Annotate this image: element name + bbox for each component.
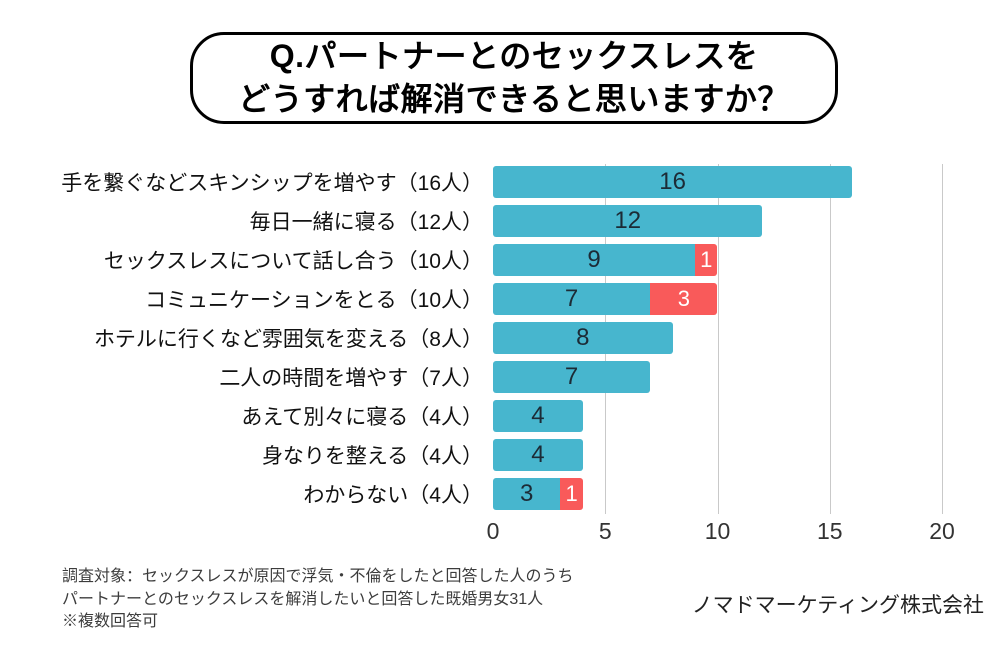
company-name: ノマドマーケティング株式会社 — [691, 594, 984, 617]
bar-segment-primary-segment: 4 — [493, 400, 583, 432]
x-tick-label: 20 — [929, 518, 955, 544]
x-tick-label: 10 — [704, 518, 731, 544]
bar-segment-highlight-segment: 1 — [560, 478, 583, 510]
bar-segment-primary-segment: 16 — [493, 166, 853, 198]
bar-value-label: 9 — [587, 246, 601, 273]
chart-row: 毎日一緒に寝る（12人） 12 — [0, 205, 1000, 237]
gridline — [829, 164, 831, 514]
gridline — [717, 164, 719, 514]
bar-segment-highlight-segment: 3 — [650, 283, 718, 315]
bar-track: 8 — [493, 322, 673, 354]
category-label: ホテルに行くなど雰囲気を変える（8人） — [93, 328, 483, 351]
category-label: 身なりを整える（4人） — [261, 445, 483, 468]
chart-row: ホテルに行くなど雰囲気を変える（8人） 8 — [0, 322, 1000, 354]
question-title-line2: どうすれば解消できると思いますか？ — [238, 81, 790, 117]
bar-segment-primary-segment: 4 — [493, 439, 583, 471]
bar-track: 7 — [493, 361, 651, 393]
survey-note-line3: ※複数回答可 — [62, 613, 159, 630]
survey-note-line2: パートナーとのセックスレスを解消したいと回答した既婚男女31人 — [62, 590, 544, 608]
bar-segment-primary-segment: 8 — [493, 322, 673, 354]
gridline — [942, 164, 943, 514]
bar-value-label: 7 — [564, 363, 579, 390]
bar-chart: 手を繋ぐなどスキンシップを増やす（16人） 16 毎日一緒に寝る（12人） 12 セック… — [0, 166, 1000, 510]
x-tick-label: 0 — [486, 518, 500, 544]
survey-note-line1: 調査対象：セックスレスが原因で浮気・不倫をしたと回答した人のうち — [62, 568, 574, 585]
chart-row: セックスレスについて話し合う（10人） 9 1 — [0, 244, 1000, 276]
bar-track: 4 — [493, 400, 583, 432]
bar-segment-highlight-segment: 1 — [695, 244, 718, 276]
chart-row: わからない（4人） 3 1 — [0, 478, 1000, 510]
bar-value-label: 1 — [700, 247, 713, 272]
bar-track: 12 — [493, 205, 763, 237]
category-label: 毎日一緒に寝る（12人） — [249, 211, 483, 234]
x-tick-label: 5 — [598, 518, 612, 544]
bar-value-label: 16 — [659, 168, 686, 195]
x-tick-label: 15 — [816, 518, 843, 544]
category-label: 二人の時間を増やす（7人） — [219, 367, 483, 390]
bar-segment-primary-segment: 9 — [493, 244, 696, 276]
x-axis: 0 5 10 15 20 — [487, 518, 955, 548]
bar-segment-primary-segment: 12 — [493, 205, 763, 237]
bar-value-label: 3 — [519, 480, 534, 507]
bar-value-label: 12 — [614, 207, 642, 234]
question-title-line1: Q.パートナーとのセックスレスを — [269, 38, 759, 74]
bar-segment-primary-segment: 3 — [493, 478, 561, 510]
question-title-box: Q.パートナーとのセックスレスを どうすれば解消できると思いますか？ — [190, 32, 838, 124]
category-label: あえて別々に寝る（4人） — [241, 406, 483, 429]
chart-row: 身なりを整える（4人） 4 — [0, 439, 1000, 471]
bar-segment-primary-segment: 7 — [493, 361, 651, 393]
chart-row: コミュニケーションをとる（10人） 7 3 — [0, 283, 1000, 315]
bar-value-label: 4 — [531, 402, 545, 429]
category-label: セックスレスについて話し合う（10人） — [103, 250, 483, 273]
chart-row: あえて別々に寝る（4人） 4 — [0, 400, 1000, 432]
chart-row: 二人の時間を増やす（7人） 7 — [0, 361, 1000, 393]
bar-value-label: 4 — [531, 441, 545, 468]
survey-note: 調査対象：セックスレスが原因で浮気・不倫をしたと回答した人のうち パートナーとの… — [62, 566, 574, 634]
chart-row: 手を繋ぐなどスキンシップを増やす（16人） 16 — [0, 166, 1000, 198]
bar-value-label: 8 — [576, 324, 590, 351]
bar-segment-primary-segment: 7 — [493, 283, 651, 315]
bar-value-label: 1 — [565, 481, 578, 506]
bar-track: 16 — [493, 166, 853, 198]
category-label: コミュニケーションをとる（10人） — [145, 289, 483, 312]
category-label: 手を繋ぐなどスキンシップを増やす（16人） — [61, 172, 483, 195]
category-label: わからない（4人） — [303, 484, 483, 507]
bar-value-label: 7 — [564, 285, 579, 312]
bar-track: 4 — [493, 439, 583, 471]
bar-value-label: 3 — [677, 286, 690, 311]
